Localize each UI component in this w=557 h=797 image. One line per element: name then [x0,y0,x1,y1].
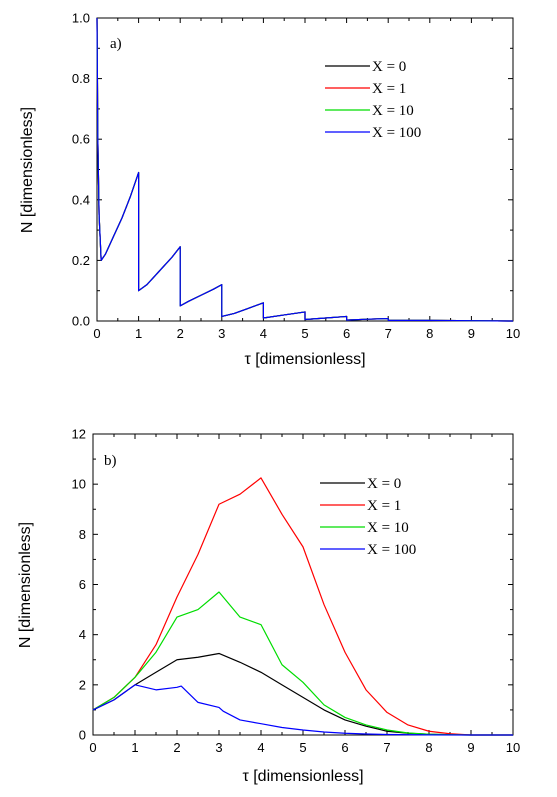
y-tick-label: 0.4 [72,192,90,207]
series-line-x-10 [96,17,514,322]
y-tick-label: 4 [79,627,86,642]
legend-a: X = 0 X = 1 X = 10 X = 100 [325,59,421,141]
panel-label-b: b) [104,453,117,469]
series-line-x-0 [96,17,514,322]
x-tick-label: 2 [173,740,180,755]
legend-label: X = 0 [372,59,406,75]
x-tick-label: 10 [506,740,520,755]
x-axis-label-b: τ [dimensionless] [242,768,363,785]
y-tick-label: 10 [72,477,86,492]
x-tick-label: 5 [301,326,308,341]
y-tick-label: 6 [79,577,86,592]
legend-label: X = 100 [372,125,421,141]
series-line-x-100 [92,684,513,736]
y-tick-label: 0.6 [72,132,90,147]
series-line-x-0 [92,652,513,736]
legend-label: X = 100 [367,542,416,558]
x-tick-label: 0 [89,740,96,755]
x-tick-label: 10 [506,326,520,341]
y-tick-label: 8 [79,527,86,542]
y-tick-label: 0.8 [72,71,90,86]
x-tick-label: 3 [218,326,225,341]
x-tick-label: 0 [93,326,100,341]
chart-panel-a: 0 1 2 3 4 5 6 7 8 9 100.00.20.40.60.81.0 a) X = 0X… [19,11,520,369]
series-group-a [96,17,514,322]
x-tick-label: 9 [467,740,474,755]
x-tick-label: 6 [343,326,350,341]
legend-label: X = 10 [367,520,409,536]
x-tick-label: 3 [215,740,222,755]
y-axis-label-b: N [dimensionless] [17,522,34,648]
legend-label: X = 10 [372,103,414,119]
x-tick-label: 2 [177,326,184,341]
y-axis-label-a: N [dimensionless] [19,107,36,233]
y-tick-label: 1.0 [72,11,90,26]
x-tick-label: 1 [135,326,142,341]
legend-b: X = 0 X = 1 X = 10 X = 100 [320,476,416,558]
tick-group-a: 0 1 2 3 4 5 6 7 8 9 10 0.0 0.2 0.4 0.6 0.8 1.0 [72,11,520,342]
series-line-x-100 [96,17,514,322]
x-tick-label: 7 [383,740,390,755]
y-tick-label: 12 [72,427,86,442]
x-tick-label: 7 [385,326,392,341]
x-tick-label: 5 [299,740,306,755]
x-tick-label: 8 [426,326,433,341]
x-tick-label: 1 [131,740,138,755]
series-group-b [92,477,513,736]
legend-label: X = 0 [367,476,401,492]
x-tick-label: 9 [468,326,475,341]
x-tick-label: 4 [257,740,264,755]
series-line-x-10 [92,591,513,736]
plot-frame-a [96,17,514,322]
x-tick-label: 6 [341,740,348,755]
x-tick-label: 8 [425,740,432,755]
legend-label: X = 1 [372,81,406,97]
y-tick-label: 0 [79,728,86,743]
legend-label: X = 1 [367,498,401,514]
y-tick-label: 0.2 [72,253,90,268]
x-tick-label: 4 [260,326,267,341]
y-tick-label: 2 [79,677,86,692]
series-line-x-1 [96,17,514,322]
x-axis-label-a: τ [dimensionless] [244,351,365,368]
series-line-x-1 [92,477,513,736]
y-tick-label: 0.0 [72,314,90,329]
panel-label-a: a) [110,36,122,52]
